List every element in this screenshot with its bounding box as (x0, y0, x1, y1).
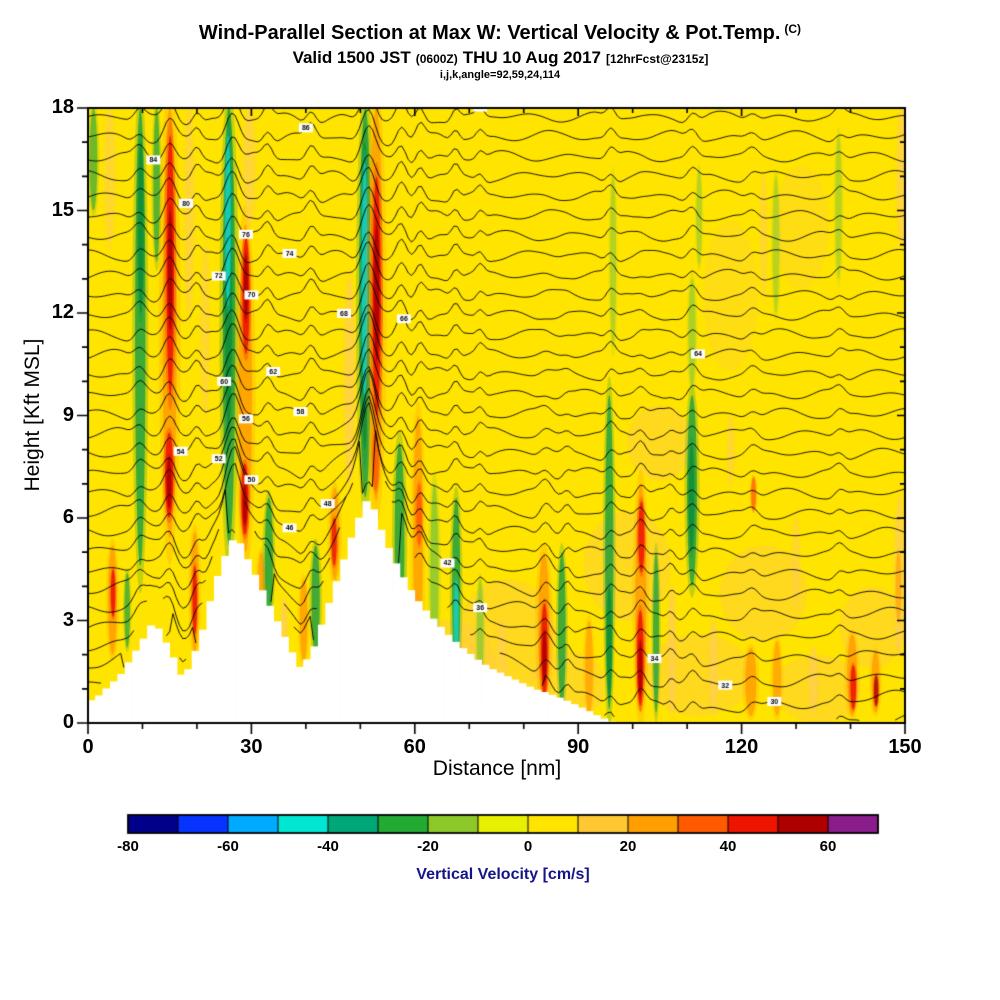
page-title: Wind-Parallel Section at Max W: Vertical… (198, 22, 781, 44)
valid-time-utc: (0600Z) (415, 52, 458, 66)
valid-time-line: Valid 1500 JST (0600Z) THU 10 Aug 2017 [12h… (0, 48, 1000, 68)
forecast-info: [12hrFcst@2315z] (606, 52, 709, 66)
grid-info-line: i,j,k,angle=92,59,24,114 (439, 69, 561, 81)
y-axis-title: Height [Kft MSL] (21, 338, 44, 492)
valid-date: THU 10 Aug 2017 (462, 48, 601, 67)
colorbar-title: Vertical Velocity [cm/s] (416, 866, 590, 883)
title-units-suffix: (C) (784, 22, 802, 36)
figure-title-line: Wind-Parallel Section at Max W: Vertical… (0, 22, 1000, 45)
valid-time-main: Valid 1500 JST (292, 48, 411, 67)
x-axis-title: Distance [nm] (432, 757, 562, 780)
figure-header: Wind-Parallel Section at Max W: Vertical… (0, 22, 1000, 81)
